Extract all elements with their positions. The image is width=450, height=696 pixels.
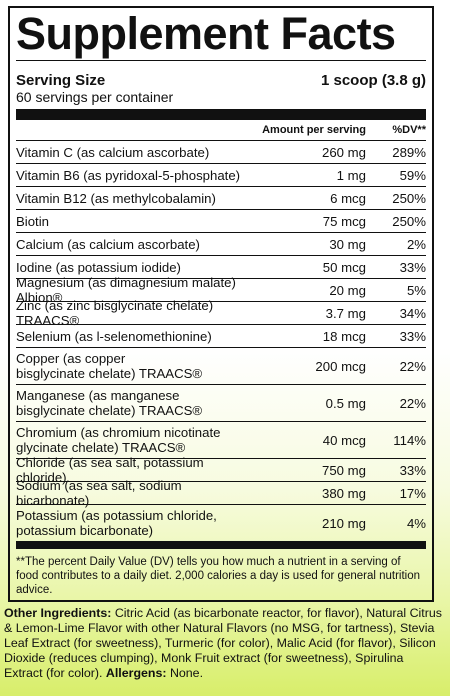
serving-size-label: Serving Size [16, 72, 106, 89]
nutrient-row: Calcium (as calcium ascorbate) 30 mg 2% [16, 233, 426, 256]
allergens-value: None. [166, 666, 204, 680]
title-divider [16, 60, 426, 61]
thick-divider [16, 109, 426, 120]
nutrient-amount: 6 mcg [330, 190, 366, 206]
nutrient-dv: 33% [399, 328, 426, 344]
nutrient-name: Biotin [16, 213, 49, 229]
serving-size-value: 1 scoop (3.8 g) [320, 72, 426, 89]
nutrient-row: Iodine (as potassium iodide) 50 mcg 33% [16, 256, 426, 279]
nutrient-amount: 3.7 mg [325, 305, 366, 321]
nutrient-dv: 33% [399, 259, 426, 275]
nutrient-amount: 30 mg [329, 236, 366, 252]
nutrient-amount: 380 mg [322, 485, 366, 501]
nutrient-name: Vitamin B6 (as pyridoxal-5-phosphate) [16, 167, 241, 183]
allergens-label: Allergens: [105, 666, 167, 680]
daily-value-header: %DV** [392, 124, 426, 136]
panel-title: Supplement Facts [16, 8, 396, 59]
nutrient-row: Chromium (as chromium nicotinate glycina… [16, 422, 426, 459]
nutrient-name: Copper (as copper bisglycinate chelate) … [16, 351, 203, 381]
nutrient-amount: 0.5 mg [325, 395, 366, 411]
dv-footnote: **The percent Daily Value (DV) tells you… [16, 556, 421, 596]
other-ingredients: Other Ingredients: Citric Acid (as bicar… [4, 606, 444, 681]
nutrient-name: Vitamin B12 (as methylcobalamin) [16, 190, 216, 206]
nutrient-name: Sodium (as sea salt, sodium bicarbonate) [16, 478, 182, 508]
nutrient-row: Copper (as copper bisglycinate chelate) … [16, 348, 426, 385]
nutrient-amount: 50 mcg [322, 259, 366, 275]
nutrient-dv: 2% [406, 236, 426, 252]
nutrient-amount: 20 mg [329, 282, 366, 298]
nutrient-name: Iodine (as potassium iodide) [16, 259, 181, 275]
nutrient-dv: 250% [392, 190, 426, 206]
nutrient-dv: 22% [399, 395, 426, 411]
nutrient-row: Biotin 75 mcg 250% [16, 210, 426, 233]
nutrient-dv: 34% [399, 305, 426, 321]
nutrient-dv: 250% [392, 213, 426, 229]
amount-per-serving-header: Amount per serving [262, 124, 366, 136]
other-ingredients-label: Other Ingredients: [4, 606, 112, 620]
nutrient-name: Selenium (as l-selenomethionine) [16, 328, 212, 344]
nutrient-name: Chloride (as sea salt, potassium chlorid… [16, 455, 204, 485]
nutrient-name: Potassium (as potassium chloride, potass… [16, 508, 217, 538]
nutrient-dv: 59% [399, 167, 426, 183]
bottom-thick-divider [16, 542, 426, 549]
nutrient-row: Zinc (as zinc bisglycinate chelate) TRAA… [16, 298, 426, 328]
nutrient-row: Magnesium (as dimagnesium malate) Albion… [16, 275, 426, 305]
nutrient-dv: 289% [392, 144, 426, 160]
nutrient-row: Manganese (as manganese bisglycinate che… [16, 385, 426, 422]
nutrient-row: Sodium (as sea salt, sodium bicarbonate)… [16, 478, 426, 508]
other-ingredients-text: Citric Acid (as bicarbonate reactor, for… [4, 606, 442, 680]
supplement-facts-panel: Supplement Facts Serving Size 1 scoop (3… [8, 6, 434, 602]
nutrient-dv: 22% [399, 358, 426, 374]
nutrient-row: Vitamin B12 (as methylcobalamin) 6 mcg 250… [16, 187, 426, 210]
nutrient-amount: 18 mcg [322, 328, 366, 344]
nutrient-row: Selenium (as l-selenomethionine) 18 mcg 33… [16, 325, 426, 348]
serving-size-row: Serving Size 1 scoop (3.8 g) [16, 72, 426, 89]
column-header-row: Amount per serving %DV** [16, 120, 426, 141]
nutrient-row: Vitamin C (as calcium ascorbate) 260 mg 28… [16, 141, 426, 164]
nutrient-table: Vitamin C (as calcium ascorbate) 260 mg 28… [16, 141, 426, 542]
nutrient-dv: 33% [399, 462, 426, 478]
nutrient-name: Calcium (as calcium ascorbate) [16, 236, 200, 252]
nutrient-amount: 200 mcg [315, 358, 366, 374]
nutrient-row: Vitamin B6 (as pyridoxal-5-phosphate) 1 m… [16, 164, 426, 187]
nutrient-name: Chromium (as chromium nicotinate glycina… [16, 425, 221, 455]
nutrient-name: Zinc (as zinc bisglycinate chelate) TRAA… [16, 298, 214, 328]
nutrient-amount: 260 mg [322, 144, 366, 160]
nutrient-amount: 75 mcg [322, 213, 366, 229]
nutrient-amount: 750 mg [322, 462, 366, 478]
nutrient-dv: 5% [406, 282, 426, 298]
nutrient-name: Magnesium (as dimagnesium malate) Albion… [16, 275, 236, 305]
nutrient-row: Chloride (as sea salt, potassium chlorid… [16, 455, 426, 485]
servings-per-container: 60 servings per container [16, 89, 174, 105]
nutrient-name: Vitamin C (as calcium ascorbate) [16, 144, 210, 160]
nutrient-dv: 114% [393, 432, 426, 448]
nutrient-dv: 4% [406, 515, 426, 531]
nutrient-row: Potassium (as potassium chloride, potass… [16, 505, 426, 542]
nutrient-name: Manganese (as manganese bisglycinate che… [16, 388, 203, 418]
nutrient-dv: 17% [399, 485, 426, 501]
nutrient-amount: 210 mg [322, 515, 366, 531]
nutrient-amount: 40 mcg [322, 432, 366, 448]
nutrient-amount: 1 mg [336, 167, 366, 183]
